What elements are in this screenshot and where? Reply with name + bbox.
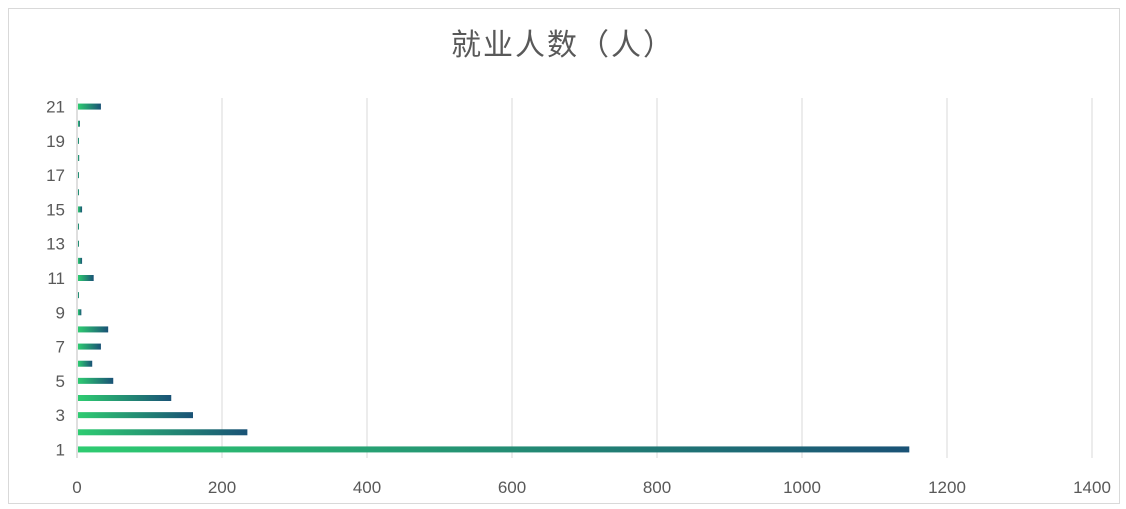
chart-title: 就业人数（人） bbox=[451, 28, 675, 63]
y-tick-label: 1 bbox=[56, 440, 65, 459]
chart-frame bbox=[8, 8, 1120, 504]
y-tick-label: 21 bbox=[46, 98, 65, 117]
y-tick-label: 11 bbox=[47, 269, 65, 288]
y-tick-label: 13 bbox=[46, 235, 65, 254]
bar-1 bbox=[78, 446, 910, 453]
bar-20 bbox=[78, 120, 80, 127]
bar-9 bbox=[78, 309, 82, 316]
x-tick-labels: 0 200 400 600 800 1000 1200 1400 bbox=[72, 478, 1111, 497]
bar-15 bbox=[78, 206, 83, 213]
bar-16 bbox=[78, 189, 79, 196]
bar-17 bbox=[78, 172, 79, 179]
y-tick-label: 9 bbox=[56, 303, 65, 322]
y-tick-label: 17 bbox=[46, 166, 65, 185]
bar-13 bbox=[78, 240, 79, 247]
bar-10 bbox=[78, 292, 79, 299]
x-tick-label: 400 bbox=[353, 478, 381, 497]
gridlines bbox=[76, 98, 1093, 458]
y-tick-label: 5 bbox=[56, 372, 65, 391]
bar-18 bbox=[78, 155, 80, 161]
y-tick-label: 7 bbox=[56, 338, 65, 357]
x-tick-label: 1400 bbox=[1073, 478, 1111, 497]
y-tick-label: 3 bbox=[56, 406, 65, 425]
bars bbox=[78, 103, 910, 453]
x-tick-label: 1200 bbox=[928, 478, 966, 497]
x-tick-label: 200 bbox=[208, 478, 236, 497]
bar-14 bbox=[78, 223, 79, 230]
x-tick-label: 800 bbox=[643, 478, 671, 497]
y-tick-label: 15 bbox=[46, 200, 65, 219]
bar-11 bbox=[78, 275, 94, 281]
bar-5 bbox=[78, 377, 114, 384]
x-tick-label: 1000 bbox=[783, 478, 821, 497]
bar-6 bbox=[78, 360, 93, 367]
y-tick-label: 19 bbox=[46, 132, 65, 151]
bar-19 bbox=[78, 137, 79, 144]
x-tick-label: 0 bbox=[72, 478, 81, 497]
x-tick-label: 600 bbox=[498, 478, 526, 497]
bar-3 bbox=[78, 412, 193, 419]
bar-21 bbox=[78, 103, 101, 110]
bar-12 bbox=[78, 257, 83, 264]
bar-2 bbox=[78, 429, 248, 436]
bar-4 bbox=[78, 395, 172, 401]
bar-7 bbox=[78, 343, 101, 350]
bar-8 bbox=[78, 326, 109, 333]
